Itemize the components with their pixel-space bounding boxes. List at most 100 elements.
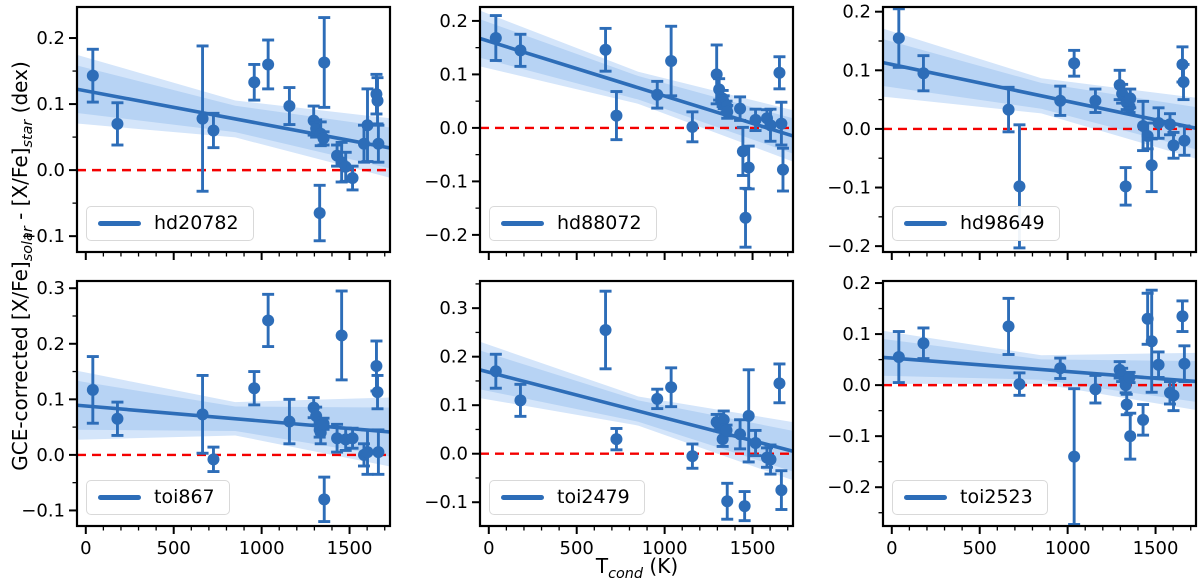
data-point — [717, 413, 730, 426]
data-point — [346, 172, 359, 185]
data-point — [665, 381, 678, 394]
data-point — [1152, 358, 1165, 371]
x-tick-label: 500 — [963, 538, 997, 559]
data-points — [86, 16, 385, 243]
x-tick-label: 0 — [886, 538, 897, 559]
data-point — [489, 32, 502, 45]
legend-box-hd88072: hd88072 — [489, 206, 657, 241]
legend-box-toi2523: toi2523 — [892, 480, 1048, 515]
data-point — [318, 493, 331, 506]
y-tick-label: −0.1 — [424, 492, 468, 513]
data-point — [610, 109, 623, 122]
x-tick-label: 500 — [157, 538, 191, 559]
data-point — [313, 207, 326, 220]
data-point — [1054, 94, 1067, 107]
y-tick-label: −0.1 — [21, 500, 65, 521]
data-point — [1137, 413, 1150, 426]
data-points — [86, 289, 385, 524]
data-point — [262, 314, 275, 327]
axes-hd20782: −0.1 0.0 0.1 0.2 — [21, 5, 392, 260]
data-point — [917, 67, 930, 80]
axes-hd88072: −0.2 −0.1 0.0 0.1 0.2 — [424, 5, 795, 260]
data-point — [361, 446, 374, 459]
legend-label: toi867 — [154, 486, 215, 508]
data-point — [736, 145, 749, 158]
subplot-toi2523 — [883, 288, 1196, 526]
y-tick-label: 0.2 — [842, 2, 871, 23]
subplot-hd20782 — [77, 16, 390, 243]
data-point — [371, 386, 384, 399]
axes-toi867: 0 500 1000 1500 −0.1 0.0 0.1 0.2 0.3 — [21, 278, 392, 559]
data-point — [686, 120, 699, 133]
legend-line-icon — [501, 221, 544, 226]
x-tick-label: 0 — [80, 538, 91, 559]
data-point — [1089, 383, 1102, 396]
y-tick-label: 0.2 — [842, 273, 871, 294]
legend-label: hd98649 — [960, 212, 1045, 234]
y-tick-label: 0.0 — [36, 160, 65, 181]
data-point — [1167, 139, 1180, 152]
data-point — [739, 211, 752, 224]
data-point — [720, 424, 733, 437]
legend-line-icon — [904, 495, 947, 500]
data-point — [1178, 357, 1191, 370]
y-tick-label: 0.0 — [439, 444, 468, 465]
data-point — [1120, 398, 1133, 411]
legend-label: toi2523 — [960, 486, 1033, 508]
axes-hd98649: −0.2 −0.1 0.0 0.1 0.2 — [827, 2, 1198, 260]
data-points — [892, 288, 1191, 526]
x-tick-label: 1000 — [239, 538, 285, 559]
data-point — [651, 392, 664, 405]
data-point — [773, 377, 786, 390]
data-point — [1123, 371, 1136, 384]
data-point — [196, 408, 209, 421]
data-point — [489, 365, 502, 378]
data-point — [749, 437, 762, 450]
data-point — [721, 495, 734, 508]
data-point — [111, 117, 124, 130]
data-point — [372, 446, 385, 459]
legend-box-hd20782: hd20782 — [86, 206, 254, 241]
data-point — [738, 500, 751, 513]
legend-line-icon — [501, 495, 544, 500]
data-point — [686, 450, 699, 463]
y-tick-label: −0.1 — [827, 178, 871, 199]
data-point — [372, 137, 385, 150]
data-point — [1013, 180, 1026, 193]
y-tick-label: 0.2 — [439, 11, 468, 32]
data-point — [665, 55, 678, 68]
data-point — [1002, 320, 1015, 333]
axes-toi2479: 0 500 1000 1500 −0.1 0.0 0.1 0.2 0.3 — [424, 279, 795, 559]
fit-line — [883, 355, 1196, 384]
data-point — [742, 161, 755, 174]
legend-label: hd20782 — [154, 212, 239, 234]
data-point — [514, 44, 527, 57]
data-point — [764, 119, 777, 132]
y-tick-label: 0.1 — [439, 395, 468, 416]
data-point — [317, 132, 330, 145]
legend-label: toi2479 — [557, 486, 630, 508]
y-tick-label: 0.1 — [842, 324, 871, 345]
data-point — [371, 94, 384, 107]
y-tick-label: −0.2 — [424, 225, 468, 246]
legend-box-toi2479: toi2479 — [489, 480, 645, 515]
x-tick-label: 0 — [483, 538, 494, 559]
data-point — [1167, 389, 1180, 402]
data-point — [892, 32, 905, 45]
data-point — [776, 163, 789, 176]
subplot-hd88072 — [480, 10, 793, 249]
data-point — [1178, 134, 1191, 147]
subplot-toi2479 — [480, 289, 793, 523]
data-point — [196, 112, 209, 125]
data-point — [773, 66, 786, 79]
data-point — [248, 382, 261, 395]
data-point — [734, 102, 747, 115]
data-points — [489, 289, 788, 523]
data-point — [248, 76, 261, 89]
data-point — [335, 329, 348, 342]
y-tick-label: −0.2 — [827, 477, 871, 498]
data-point — [775, 484, 788, 497]
data-point — [318, 56, 331, 69]
